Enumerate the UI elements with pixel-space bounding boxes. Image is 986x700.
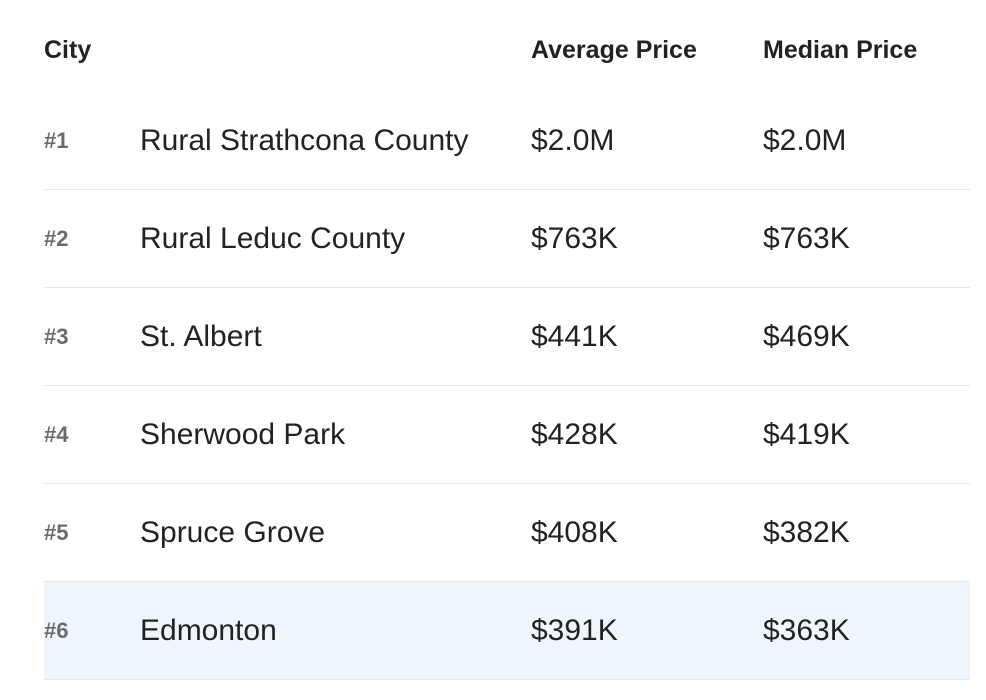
city-name: Rural Leduc County	[140, 222, 406, 255]
city-name: Rural Strathcona County	[140, 124, 469, 157]
city-name: St. Albert	[140, 320, 262, 353]
average-price: $408K	[531, 516, 618, 549]
average-price: $441K	[531, 320, 618, 353]
header-city: City	[44, 36, 92, 64]
average-price: $391K	[531, 614, 618, 647]
table-row: #1 Rural Strathcona County $2.0M $2.0M	[44, 92, 970, 190]
rank: #6	[44, 618, 69, 643]
table-row: #2 Rural Leduc County $763K $763K	[44, 190, 970, 288]
city-name: Spruce Grove	[140, 516, 326, 549]
table-row: #4 Sherwood Park $428K $419K	[44, 386, 970, 484]
median-price: $2.0M	[763, 124, 847, 157]
header-median-price: Median Price	[763, 36, 918, 64]
median-price: $363K	[763, 614, 850, 647]
city-name: Sherwood Park	[140, 418, 346, 451]
median-price: $469K	[763, 320, 850, 353]
city-name: Edmonton	[140, 614, 277, 647]
rank: #4	[44, 422, 69, 447]
table-row: #6 Edmonton $391K $363K	[44, 582, 970, 680]
average-price: $2.0M	[531, 124, 615, 157]
table-row: #3 St. Albert $441K $469K	[44, 288, 970, 386]
header-average-price: Average Price	[531, 36, 697, 64]
average-price: $428K	[531, 418, 618, 451]
rank: #1	[44, 128, 69, 153]
median-price: $419K	[763, 418, 850, 451]
rank: #2	[44, 226, 69, 251]
table-row: #5 Spruce Grove $408K $382K	[44, 484, 970, 582]
rank: #5	[44, 520, 69, 545]
average-price: $763K	[531, 222, 618, 255]
median-price: $382K	[763, 516, 850, 549]
median-price: $763K	[763, 222, 850, 255]
rank: #3	[44, 324, 69, 349]
